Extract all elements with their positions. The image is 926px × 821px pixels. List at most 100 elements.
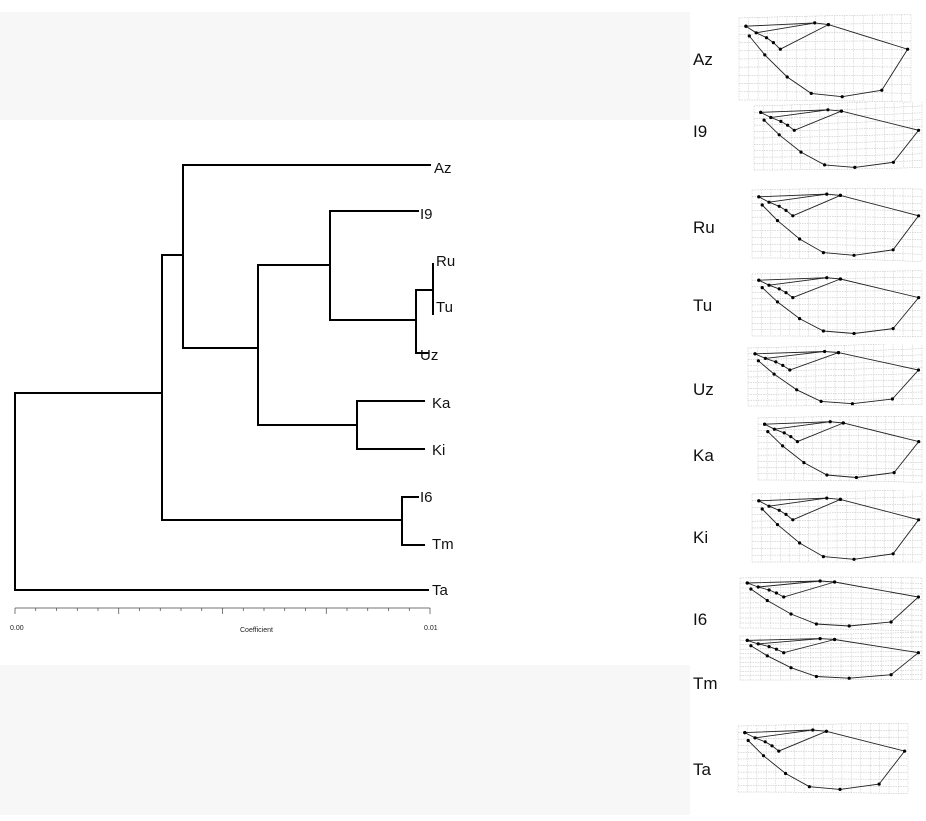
landmark-point bbox=[788, 368, 792, 372]
wing-vein bbox=[758, 194, 841, 217]
wing-label-tu: Tu bbox=[693, 296, 713, 315]
landmark-point bbox=[821, 329, 825, 333]
landmark-point bbox=[839, 109, 843, 113]
landmark-point bbox=[891, 327, 895, 331]
dendrogram-branches bbox=[14, 164, 434, 591]
landmark-point bbox=[825, 473, 829, 477]
landmark-point bbox=[852, 331, 856, 336]
landmark-point bbox=[799, 150, 803, 154]
wing-vein bbox=[768, 277, 827, 286]
landmark-point bbox=[853, 165, 857, 169]
landmark-point bbox=[838, 277, 842, 281]
wing-vein bbox=[756, 22, 815, 34]
landmark-point bbox=[795, 440, 799, 444]
landmark-point bbox=[784, 291, 788, 295]
wing-vein bbox=[768, 193, 827, 203]
wing-grid-uz: Uz bbox=[690, 344, 926, 414]
wing-vein bbox=[764, 422, 844, 443]
landmark-point bbox=[795, 388, 799, 392]
grid-line bbox=[737, 751, 908, 753]
landmark-point bbox=[747, 34, 751, 38]
wing-label-az: Az bbox=[693, 50, 713, 69]
leaf-label-ru: Ru bbox=[436, 253, 455, 270]
wing-outline bbox=[747, 580, 920, 627]
landmark-point bbox=[807, 785, 811, 789]
landmark-point bbox=[777, 204, 781, 208]
landmark-point bbox=[828, 420, 832, 424]
leaf-label-tu: Tu bbox=[436, 299, 453, 316]
landmark-point bbox=[826, 108, 830, 112]
landmark-point bbox=[841, 421, 845, 425]
landmark-point bbox=[819, 399, 823, 403]
landmark-point bbox=[850, 402, 854, 406]
landmark-point bbox=[891, 248, 895, 252]
landmark-point bbox=[786, 123, 790, 127]
landmark-point bbox=[784, 771, 788, 776]
landmark-point bbox=[763, 740, 767, 744]
wing-outline bbox=[764, 421, 920, 478]
landmark-point bbox=[814, 622, 818, 626]
landmark-point bbox=[917, 296, 921, 300]
landmark-point bbox=[774, 360, 778, 364]
landmark-point bbox=[903, 749, 907, 753]
leaf-label-ki: Ki bbox=[432, 442, 445, 459]
landmark-point bbox=[763, 53, 767, 57]
wing-vein bbox=[747, 581, 835, 598]
landmark-point bbox=[823, 163, 827, 167]
wing-outline bbox=[758, 497, 920, 560]
landmark-point bbox=[813, 21, 817, 25]
deformation-grid bbox=[753, 102, 923, 171]
grid-line bbox=[753, 102, 871, 107]
landmark-point bbox=[906, 47, 910, 51]
landmark-point bbox=[891, 160, 895, 164]
grid-line bbox=[739, 660, 923, 663]
wing-label-ta: Ta bbox=[693, 760, 711, 779]
landmark-point bbox=[789, 612, 793, 616]
landmark-point bbox=[757, 278, 761, 282]
landmark-point bbox=[826, 23, 830, 27]
wing-label-ki: Ki bbox=[693, 528, 709, 547]
wing-vein bbox=[758, 580, 821, 588]
wing-outline bbox=[744, 729, 906, 790]
landmark-point bbox=[789, 666, 793, 670]
wing-shape-uz bbox=[747, 344, 923, 407]
leaf-label-ta: Ta bbox=[432, 582, 449, 599]
leaf-label-i9: I9 bbox=[420, 206, 433, 223]
landmark-point bbox=[756, 642, 760, 646]
wing-vein bbox=[765, 351, 825, 359]
landmark-point bbox=[753, 352, 757, 356]
landmark-point bbox=[774, 647, 778, 651]
wing-shape-ta bbox=[737, 723, 909, 795]
landmark-point bbox=[759, 110, 763, 114]
wing-grid-ka: Ka bbox=[690, 414, 926, 488]
background-band-top bbox=[0, 12, 690, 120]
landmark-point bbox=[890, 397, 894, 401]
landmark-point bbox=[847, 676, 851, 680]
deformation-grid bbox=[738, 14, 912, 103]
landmark-point bbox=[767, 588, 771, 592]
landmark-point bbox=[798, 237, 802, 241]
wing-grid-tm: Tm bbox=[690, 632, 926, 716]
landmark-point bbox=[798, 541, 802, 545]
landmark-point bbox=[782, 595, 786, 599]
axis-title: Coefficient bbox=[240, 627, 273, 634]
landmark-point bbox=[811, 728, 815, 732]
landmark-point bbox=[917, 440, 921, 444]
grid-line bbox=[753, 153, 923, 158]
landmark-point bbox=[889, 620, 893, 624]
landmark-point bbox=[777, 749, 781, 753]
deformation-grid bbox=[739, 632, 923, 681]
landmark-point bbox=[779, 119, 783, 123]
wing-shape-tm bbox=[739, 632, 923, 681]
wing-outline bbox=[758, 277, 920, 334]
landmark-point bbox=[761, 754, 766, 758]
landmark-point bbox=[852, 557, 856, 561]
wing-vein bbox=[744, 730, 827, 752]
landmark-point bbox=[824, 729, 828, 733]
axis-min-label: 0.00 bbox=[10, 625, 24, 632]
landmark-point bbox=[838, 193, 842, 197]
grid-line bbox=[747, 354, 923, 360]
landmark-point bbox=[763, 356, 767, 360]
landmark-point bbox=[764, 36, 769, 40]
wing-outline bbox=[747, 638, 920, 679]
